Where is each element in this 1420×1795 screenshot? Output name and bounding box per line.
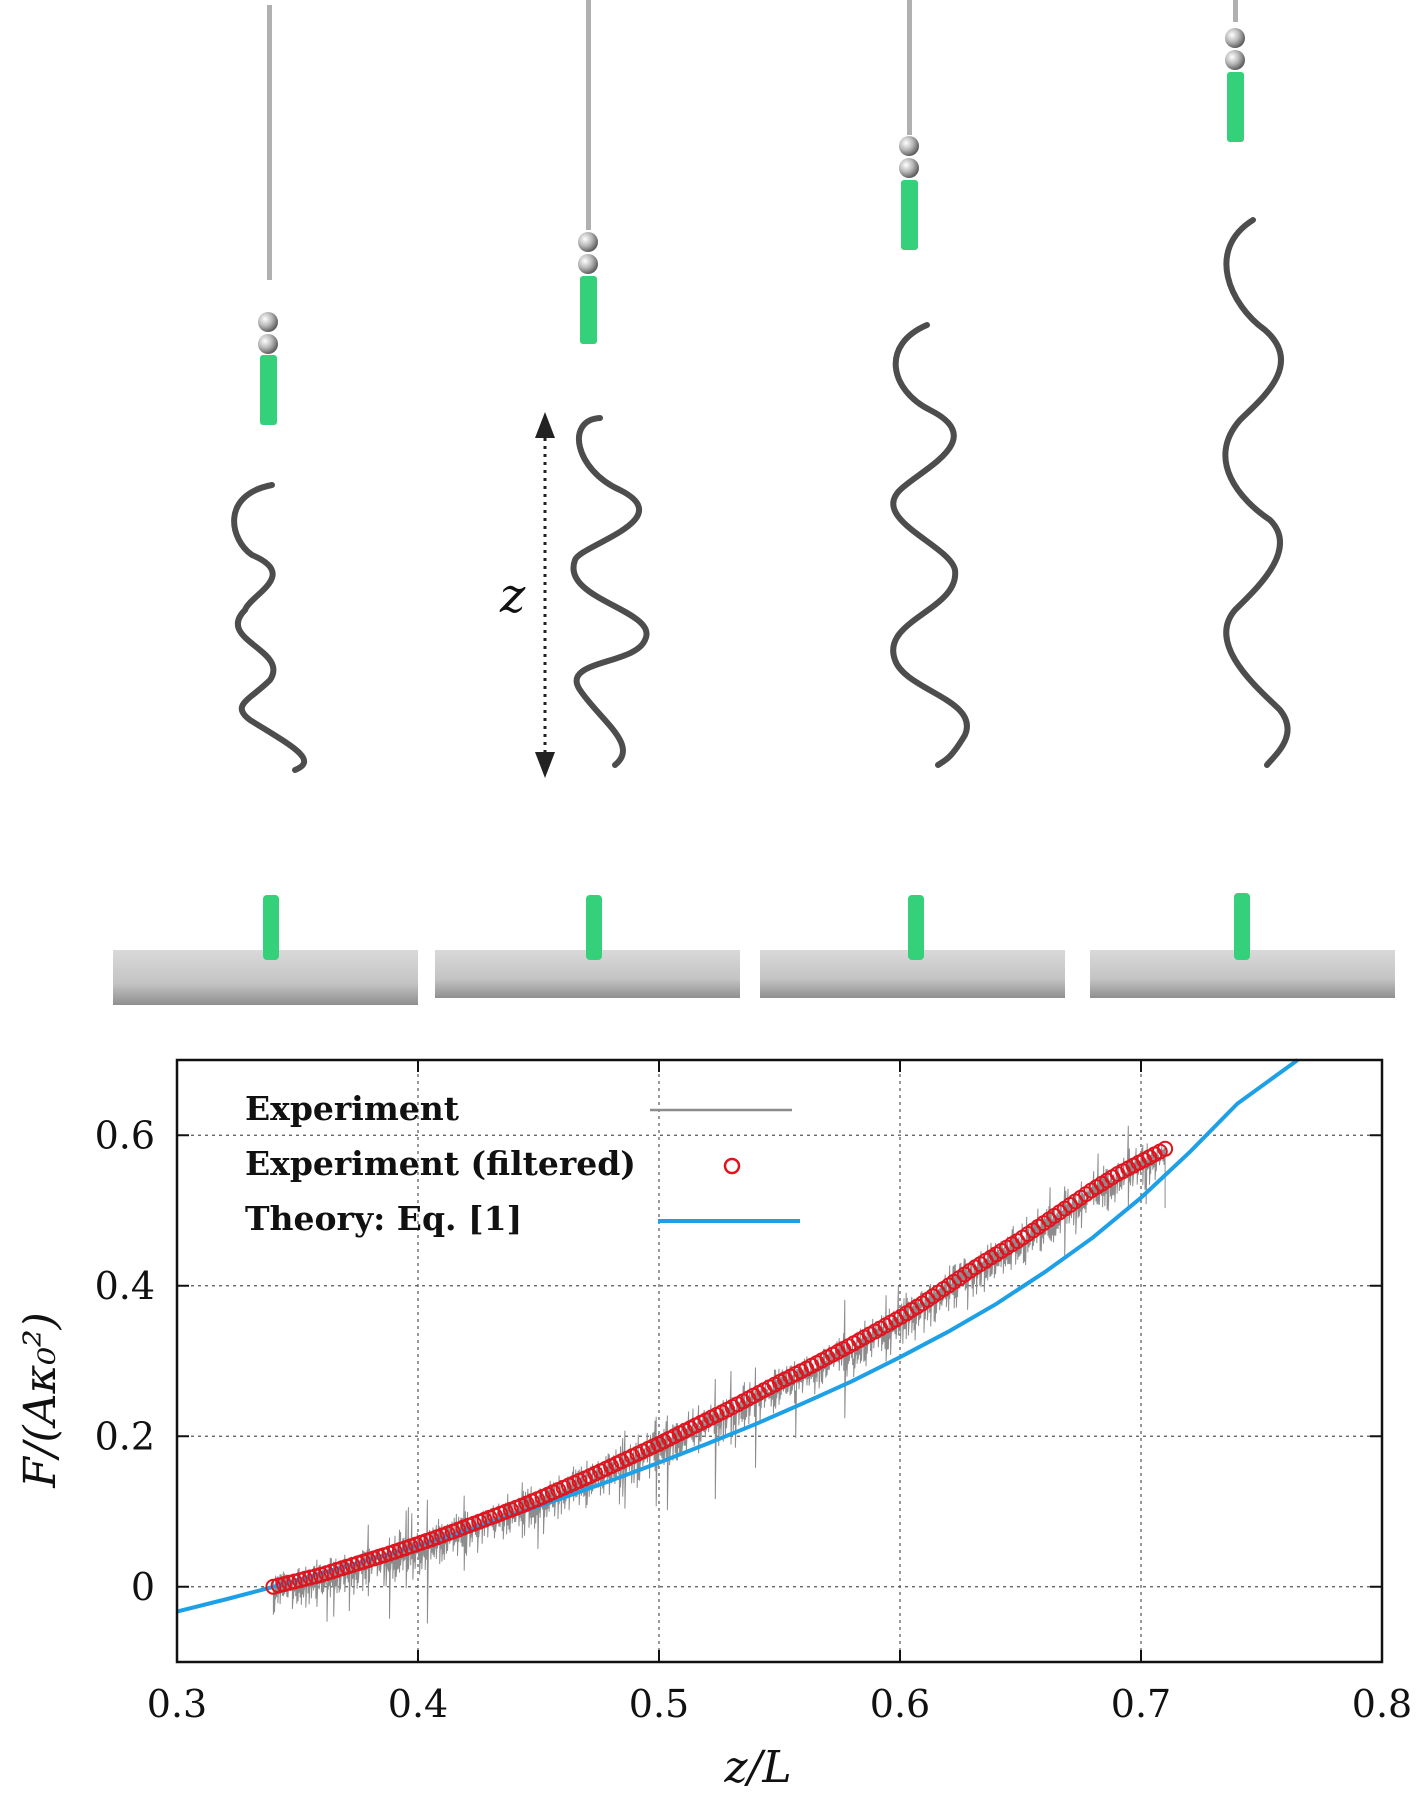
ball-joint-icon xyxy=(258,312,278,332)
top-wire xyxy=(586,0,591,230)
photo-frame-4 xyxy=(1090,0,1395,998)
y-tick-label: 0.2 xyxy=(95,1414,155,1458)
top-clamp xyxy=(580,276,597,344)
top-wire xyxy=(1233,0,1238,22)
z-arrow-label: z xyxy=(499,568,526,624)
y-tick-label: 0.6 xyxy=(95,1113,155,1157)
y-tick-label: 0 xyxy=(131,1565,155,1609)
ball-joint-icon xyxy=(258,334,278,354)
bottom-clamp xyxy=(1234,893,1250,960)
ball-joint-icon xyxy=(1225,50,1245,70)
ball-joint-icon xyxy=(578,232,598,252)
bottom-clamp xyxy=(263,895,279,960)
theory-line xyxy=(176,1058,1299,1614)
legend: Experiment Experiment (filtered) Theory:… xyxy=(245,1089,800,1238)
helical-filament xyxy=(570,415,650,768)
legend-label-experiment: Experiment xyxy=(245,1089,460,1128)
top-clamp xyxy=(260,355,277,425)
helical-filament xyxy=(890,322,970,768)
legend-label-theory: Theory: Eq. [1] xyxy=(245,1199,522,1238)
y-axis-title: F/(Aκ₀²) xyxy=(15,1312,66,1489)
x-tick-label: 0.3 xyxy=(147,1682,207,1726)
filtered-data-point xyxy=(1157,1140,1174,1157)
x-tick-label: 0.8 xyxy=(1352,1682,1412,1726)
helical-filament xyxy=(231,482,308,773)
arrow-up-icon xyxy=(535,412,555,438)
ball-joint-icon xyxy=(1225,28,1245,48)
series-theory xyxy=(176,1058,1299,1614)
top-wire xyxy=(907,0,912,135)
legend-swatch-filtered xyxy=(723,1157,741,1175)
x-axis-title: z/L xyxy=(723,1742,791,1793)
x-tick-label: 0.5 xyxy=(629,1682,689,1726)
series-experiment-filtered xyxy=(265,1140,1174,1595)
top-wire xyxy=(267,5,272,280)
legend-label-experiment-filtered: Experiment (filtered) xyxy=(245,1144,636,1183)
experiment-photo-panel: z xyxy=(113,0,1395,1005)
force-extension-chart: 0.3 0.4 0.5 0.6 0.7 0.8 0 0.2 0.4 0.6 Experiment … xyxy=(15,1058,1413,1793)
bottom-clamp xyxy=(908,895,924,960)
ball-joint-icon xyxy=(578,254,598,274)
arrow-down-icon xyxy=(535,752,555,778)
axis-tick-labels: 0.3 0.4 0.5 0.6 0.7 0.8 0 0.2 0.4 0.6 xyxy=(95,1113,1413,1726)
photo-frame-1 xyxy=(113,5,418,1005)
bottom-clamp xyxy=(586,895,602,960)
photo-frame-2: z xyxy=(435,0,740,998)
plot-frame xyxy=(175,1058,1384,1664)
photo-frame-3 xyxy=(760,0,1065,998)
chart-grid xyxy=(177,1060,1382,1662)
x-tick-label: 0.7 xyxy=(1111,1682,1171,1726)
ball-joint-icon xyxy=(899,158,919,178)
y-tick-label: 0.4 xyxy=(95,1264,155,1308)
x-tick-label: 0.4 xyxy=(388,1682,448,1726)
axis-ticks xyxy=(176,1060,1383,1662)
top-clamp xyxy=(1227,72,1244,142)
top-clamp xyxy=(901,180,918,250)
helical-filament xyxy=(1222,217,1291,768)
x-tick-label: 0.6 xyxy=(870,1682,930,1726)
ball-joint-icon xyxy=(899,136,919,156)
